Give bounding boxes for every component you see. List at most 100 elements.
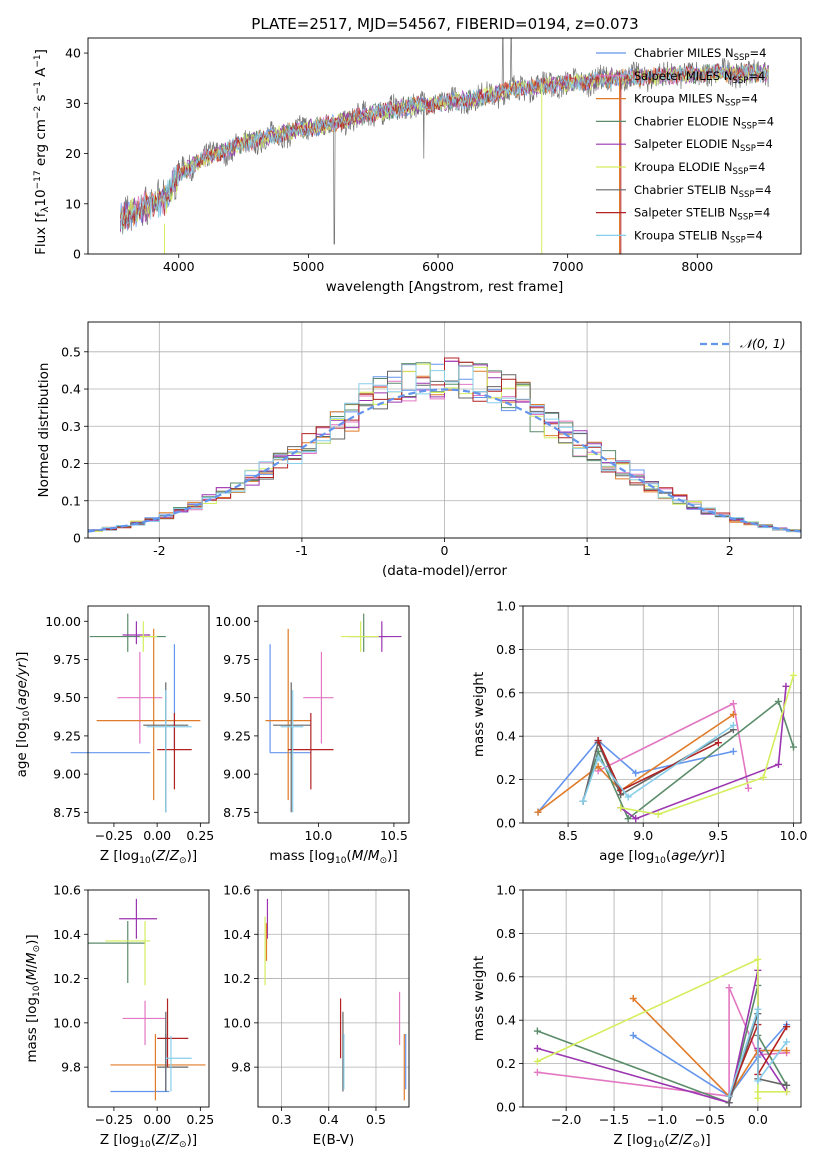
weight-marker bbox=[754, 1005, 762, 1013]
x-axis-label: Z [log10(Z/Z⊙)] bbox=[613, 1132, 710, 1150]
weight-series bbox=[620, 675, 795, 816]
x-tick-label: 0.00 bbox=[143, 828, 171, 843]
mass-vs-metallicity-panel: −0.25 0.00 0.259.810.010.210.410.6Z [log10… bbox=[24, 883, 214, 1151]
x-tick-label: 10.0 bbox=[780, 828, 808, 843]
x-axis-label: mass [log10(M/M⊙)] bbox=[269, 848, 397, 866]
legend-label: Salpeter STELIB NSSP=4 bbox=[634, 206, 770, 223]
label-part: M bbox=[24, 952, 40, 964]
y-axis-label: mass [log10(M/M⊙)] bbox=[24, 934, 42, 1062]
y-tick-label: 0.4 bbox=[496, 1013, 516, 1028]
y-tick-label: 0.2 bbox=[496, 1056, 516, 1071]
y-tick-label: 9.75 bbox=[223, 652, 251, 667]
x-tick-label: 0.00 bbox=[143, 1112, 171, 1127]
y-tick-label: 0.6 bbox=[496, 685, 516, 700]
weight-marker bbox=[783, 1023, 791, 1031]
weight-marker bbox=[754, 955, 762, 963]
label-part: ⊙ bbox=[179, 1140, 187, 1150]
label-part: Z [log bbox=[100, 1132, 139, 1148]
label-part: )] bbox=[387, 848, 398, 864]
label-part: 10 bbox=[139, 1140, 151, 1150]
y-axis-label: Normed distribution bbox=[36, 363, 52, 498]
label-part: ⊙ bbox=[380, 856, 388, 866]
weight-marker bbox=[783, 1088, 791, 1096]
y-tick-label: 9.8 bbox=[61, 1060, 81, 1075]
massweight-vs-metallicity-panel: −2.0 −1.5 −1.0 −0.5 0.0 0.0 0.2 0.4 0.6 0.8 1.0 mas… bbox=[471, 883, 802, 1150]
y-tick-label: 9.8 bbox=[231, 1060, 251, 1075]
y-tick-label: 0.0 bbox=[496, 816, 516, 831]
label-part: / bbox=[363, 848, 368, 864]
x-tick-label: 4000 bbox=[163, 259, 195, 274]
weight-marker bbox=[533, 1057, 541, 1065]
weight-marker bbox=[729, 711, 737, 718]
label-part: Z bbox=[169, 848, 180, 864]
label-part: ( bbox=[24, 980, 40, 985]
y-tick-label: 10 bbox=[65, 196, 81, 211]
weight-marker bbox=[783, 1047, 791, 1055]
label-part: )] bbox=[24, 934, 40, 945]
legend: 𝒩(0, 1) bbox=[700, 336, 786, 351]
y-tick-label: 10.6 bbox=[53, 883, 81, 898]
weight-marker bbox=[782, 682, 790, 690]
label-part: ( bbox=[151, 1132, 156, 1148]
y-tick-label: 9.00 bbox=[53, 767, 81, 782]
label-part: )] bbox=[714, 848, 725, 864]
weight-series bbox=[582, 724, 734, 802]
label-part: erg cm bbox=[33, 119, 49, 170]
label-part: M bbox=[368, 848, 380, 864]
y-tick-label: 0.0 bbox=[496, 1100, 516, 1115]
weight-marker bbox=[714, 739, 722, 747]
weight-series bbox=[537, 958, 787, 1099]
y-tick-label: 10.2 bbox=[53, 971, 81, 986]
label-part: 10 bbox=[335, 856, 347, 866]
y-tick-label: 0 bbox=[73, 247, 81, 262]
weight-marker bbox=[533, 1068, 541, 1076]
label-part: )] bbox=[14, 652, 30, 663]
x-tick-label: 8000 bbox=[681, 259, 713, 274]
y-tick-label: 0.8 bbox=[496, 926, 516, 941]
label-part: ( bbox=[664, 1132, 669, 1148]
y-tick-label: 1.0 bbox=[496, 599, 516, 614]
y-tick-label: 10.00 bbox=[215, 614, 251, 629]
label-part: 10 bbox=[654, 856, 666, 866]
mass-vs-ebv-panel: 0.3 0.4 0.5 9.8 10.0 10.2 10.4 10.6 E(B-V) bbox=[223, 883, 410, 1148]
weight-marker bbox=[632, 815, 640, 823]
weight-marker bbox=[774, 697, 782, 705]
weight-marker bbox=[594, 737, 602, 745]
axes-frame bbox=[87, 605, 210, 824]
weight-marker bbox=[774, 760, 782, 768]
label-part: −1 bbox=[33, 81, 43, 94]
weight-marker bbox=[729, 747, 737, 755]
x-tick-label: 0.0 bbox=[748, 1112, 768, 1127]
x-axis-label: wavelength [Angstrom, rest frame] bbox=[326, 279, 564, 295]
age-vs-mass-panel: 10.0 10.5 8.75 9.00 9.25 9.50 9.75 10.00 mass [l… bbox=[215, 605, 410, 866]
y-tick-label: 10.4 bbox=[223, 927, 251, 942]
x-tick-label: -2 bbox=[153, 543, 165, 558]
label-part: 10 bbox=[33, 189, 49, 206]
weight-marker bbox=[725, 984, 733, 992]
weight-marker bbox=[533, 1027, 541, 1035]
weight-marker bbox=[629, 1031, 637, 1039]
weight-marker bbox=[729, 700, 737, 708]
y-axis-label: age [log10(age/yr)] bbox=[14, 652, 32, 778]
weight-marker bbox=[789, 743, 797, 751]
weight-marker bbox=[629, 995, 637, 1002]
legend-label: Chabrier MILES NSSP=4 bbox=[634, 46, 766, 63]
label-part: / bbox=[679, 1132, 684, 1148]
x-tick-label: 0.3 bbox=[272, 1112, 292, 1127]
x-tick-label: 10.0 bbox=[304, 828, 332, 843]
y-tick-label: 9.25 bbox=[53, 728, 81, 743]
label-part: 10 bbox=[653, 1140, 665, 1150]
y-tick-label: 9.75 bbox=[53, 652, 81, 667]
y-tick-label: 10.2 bbox=[223, 971, 251, 986]
y-tick-label: 8.75 bbox=[53, 805, 81, 820]
x-tick-label: −0.5 bbox=[695, 1112, 725, 1127]
x-tick-label: 6000 bbox=[422, 259, 454, 274]
x-tick-label: 9.5 bbox=[708, 828, 728, 843]
x-axis-label: Z [log10(Z/Z⊙)] bbox=[100, 1132, 197, 1150]
axes-frame bbox=[87, 321, 802, 539]
x-tick-label: 0.4 bbox=[319, 1112, 339, 1127]
label-part: age/yr bbox=[14, 661, 30, 706]
label-part: mass [log bbox=[269, 848, 335, 864]
x-tick-label: −0.25 bbox=[95, 1112, 133, 1127]
